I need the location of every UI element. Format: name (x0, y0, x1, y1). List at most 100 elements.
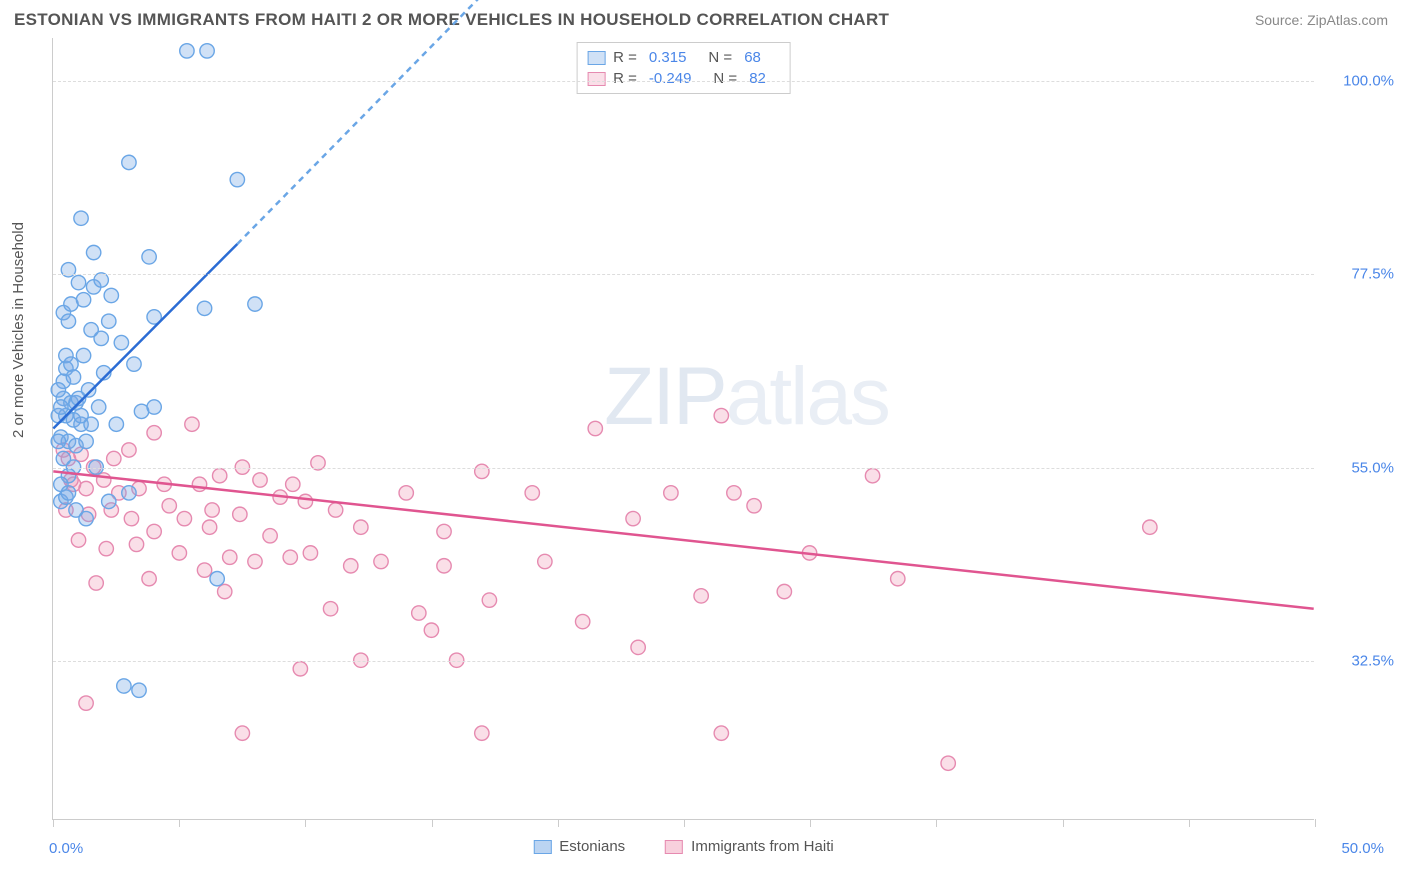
data-point (323, 602, 337, 616)
data-point (248, 297, 262, 311)
legend-label-estonians: Estonians (559, 838, 625, 855)
legend-item-estonians: Estonians (533, 838, 625, 855)
data-point (223, 550, 237, 564)
r-value-haiti: -0.249 (649, 70, 692, 87)
data-point (197, 563, 211, 577)
data-point (538, 554, 552, 568)
x-axis-max-label: 50.0% (1341, 840, 1384, 857)
data-point (475, 726, 489, 740)
data-point (172, 546, 186, 560)
data-point (122, 155, 136, 169)
data-point (99, 541, 113, 555)
data-point (865, 469, 879, 483)
data-point (664, 486, 678, 500)
y-tick-label: 100.0% (1324, 72, 1394, 89)
y-tick-label: 77.5% (1324, 266, 1394, 283)
data-point (525, 486, 539, 500)
data-point (91, 400, 105, 414)
data-point (575, 614, 589, 628)
data-point (233, 507, 247, 521)
data-point (328, 503, 342, 517)
data-point (626, 511, 640, 525)
x-tick (558, 819, 559, 827)
data-point (437, 559, 451, 573)
data-point (102, 494, 116, 508)
legend-label-haiti: Immigrants from Haiti (691, 838, 834, 855)
data-point (122, 443, 136, 457)
stats-row-estonians: R = 0.315 N = 68 (587, 47, 780, 68)
data-point (202, 520, 216, 534)
plot-area: ZIPatlas R = 0.315 N = 68 R = -0.249 N =… (52, 38, 1314, 820)
data-point (104, 288, 118, 302)
data-point (941, 756, 955, 770)
n-value-haiti: 82 (749, 70, 766, 87)
data-point (74, 408, 88, 422)
data-point (102, 314, 116, 328)
x-tick (1189, 819, 1190, 827)
data-point (74, 211, 88, 225)
chart-title: ESTONIAN VS IMMIGRANTS FROM HAITI 2 OR M… (14, 10, 889, 30)
data-point (79, 434, 93, 448)
data-point (210, 572, 224, 586)
data-point (714, 726, 728, 740)
data-point (117, 679, 131, 693)
data-point (64, 357, 78, 371)
data-point (293, 662, 307, 676)
data-point (212, 469, 226, 483)
trend-line (53, 244, 237, 429)
trend-line (53, 471, 1313, 608)
data-point (124, 511, 138, 525)
data-point (286, 477, 300, 491)
data-point (66, 370, 80, 384)
data-point (248, 554, 262, 568)
data-point (891, 572, 905, 586)
data-point (253, 473, 267, 487)
swatch-haiti (587, 72, 605, 86)
legend-swatch-haiti (665, 840, 683, 854)
data-point (129, 537, 143, 551)
data-point (54, 400, 68, 414)
data-point (192, 477, 206, 491)
data-point (424, 623, 438, 637)
data-point (631, 640, 645, 654)
data-point (218, 584, 232, 598)
data-point (127, 357, 141, 371)
data-point (374, 554, 388, 568)
data-point (132, 683, 146, 697)
r-label: R = (613, 49, 637, 66)
data-point (588, 421, 602, 435)
data-point (84, 323, 98, 337)
data-point (354, 520, 368, 534)
x-tick (179, 819, 180, 827)
data-point (71, 275, 85, 289)
data-point (109, 417, 123, 431)
data-point (89, 576, 103, 590)
data-point (107, 451, 121, 465)
swatch-estonians (587, 51, 605, 65)
stats-row-haiti: R = -0.249 N = 82 (587, 68, 780, 89)
data-point (283, 550, 297, 564)
data-point (482, 593, 496, 607)
n-label: N = (713, 70, 737, 87)
data-point (162, 499, 176, 513)
data-point (235, 726, 249, 740)
data-point (97, 473, 111, 487)
data-point (79, 696, 93, 710)
data-point (180, 44, 194, 58)
data-point (205, 503, 219, 517)
x-tick (684, 819, 685, 827)
data-point (177, 511, 191, 525)
x-tick (936, 819, 937, 827)
x-tick (305, 819, 306, 827)
data-point (777, 584, 791, 598)
chart-area: 2 or more Vehicles in Household ZIPatlas… (14, 38, 1394, 858)
gridline-h (53, 661, 1314, 662)
source-attribution: Source: ZipAtlas.com (1255, 12, 1388, 28)
data-point (230, 172, 244, 186)
y-tick-label: 32.5% (1324, 653, 1394, 670)
data-point (147, 426, 161, 440)
scatter-svg (53, 38, 1314, 819)
data-point (412, 606, 426, 620)
data-point (76, 348, 90, 362)
n-label: N = (708, 49, 732, 66)
